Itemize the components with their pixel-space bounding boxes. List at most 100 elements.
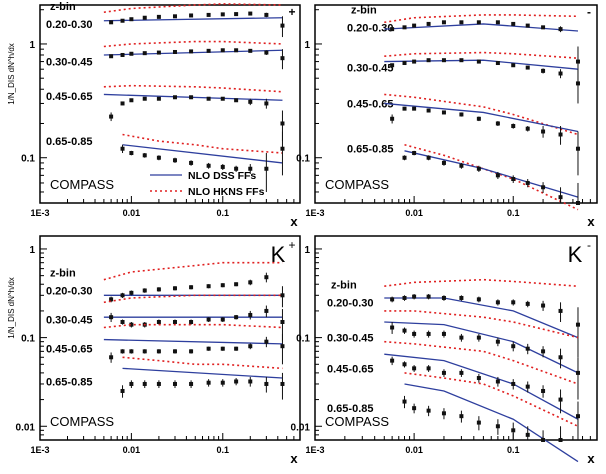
data-point <box>172 14 177 19</box>
data-point <box>189 13 194 18</box>
experiment-label: COMPASS <box>50 414 114 429</box>
panel-K+: 1E-3 0.01 0.1 1 0.1 0.01 x 1/N_DIS dN^h/dx K + z-b… <box>7 235 301 466</box>
dss-curve <box>384 59 579 70</box>
data-point <box>129 381 134 386</box>
data-point <box>156 14 161 19</box>
panel-charge-label: - <box>587 5 591 19</box>
data-point <box>172 286 177 291</box>
dss-curve <box>384 23 579 32</box>
y-tick-label: 0.1 <box>21 154 35 165</box>
x-axis-label: x <box>587 214 595 229</box>
x-tick-label: 0.01 <box>123 208 141 218</box>
data-point <box>575 370 580 375</box>
zbin-label: 0.30-0.45 <box>46 57 92 69</box>
y-tick-label: 1 <box>304 245 310 256</box>
data-point <box>541 388 546 393</box>
zbin-label: 0.20-0.30 <box>347 22 393 34</box>
data-point <box>511 428 516 433</box>
data-point <box>206 284 211 289</box>
hkns-curve <box>103 84 283 93</box>
data-point <box>441 110 446 115</box>
zbin-label: 0.20-0.30 <box>46 19 92 31</box>
legend-hkns-label: NLO HKNS FFs <box>188 186 265 198</box>
data-point <box>525 65 530 70</box>
data-point <box>525 432 530 437</box>
data-point <box>525 301 530 306</box>
data-point <box>156 381 161 386</box>
data-point <box>156 349 161 354</box>
panel-charge-label: + <box>288 5 295 19</box>
data-point <box>264 381 269 386</box>
zbin-label: 0.65-0.85 <box>46 376 92 388</box>
zbin-2: 0.45-0.65 <box>46 84 285 142</box>
data-point <box>575 201 580 205</box>
data-point <box>402 362 407 367</box>
data-point <box>459 414 464 419</box>
data-point <box>264 308 269 313</box>
data-point <box>495 61 500 66</box>
y-tick-label: 0.1 <box>296 334 310 345</box>
data-point <box>280 293 285 298</box>
data-point <box>142 153 147 158</box>
data-point <box>220 380 225 385</box>
panel-particle-charge: + <box>288 238 295 252</box>
data-point <box>172 349 177 354</box>
data-point <box>541 25 546 30</box>
data-point <box>441 20 446 25</box>
data-point <box>220 96 225 101</box>
data-point <box>511 63 516 68</box>
x-axis-label: x <box>290 214 298 229</box>
data-point <box>220 48 225 53</box>
dss-curve <box>384 297 579 339</box>
data-point <box>129 349 134 354</box>
data-point <box>558 355 563 360</box>
zbin-title: z-bin <box>351 4 377 16</box>
data-point <box>172 158 177 163</box>
zbin-1: 0.30-0.45 <box>347 51 580 104</box>
data-point <box>390 325 395 330</box>
data-point <box>426 408 431 413</box>
data-point <box>525 384 530 389</box>
zbin-label: 0.30-0.45 <box>347 63 393 75</box>
data-point <box>525 346 530 351</box>
zbin-2: 0.45-0.65 <box>46 323 285 365</box>
data-point <box>189 319 194 324</box>
data-point <box>220 164 225 169</box>
data-point <box>412 59 417 64</box>
data-point <box>129 17 134 22</box>
data-point <box>495 339 500 344</box>
dss-curve <box>384 321 579 374</box>
data-point <box>189 285 194 290</box>
data-point <box>264 101 269 106</box>
data-point <box>412 366 417 371</box>
data-point <box>156 319 161 324</box>
y-tick-label: 0.1 <box>21 334 35 345</box>
data-point <box>575 414 580 419</box>
data-point <box>280 146 285 151</box>
y-tick-label: 0.01 <box>291 422 311 433</box>
data-point <box>511 21 516 26</box>
data-point <box>575 146 580 151</box>
hkns-curve <box>384 278 579 288</box>
dss-curve <box>103 93 283 101</box>
data-point <box>412 23 417 28</box>
zbin-2: 0.45-0.65 <box>327 340 580 440</box>
data-point <box>390 297 395 302</box>
panel-h+: 1E-3 0.01 0.1 1 0.1 x 1/N_DIS dN^h/dx + z-bin 0.2… <box>7 1 301 229</box>
data-point <box>172 381 177 386</box>
data-point <box>511 300 516 305</box>
hkns-curve <box>384 310 579 339</box>
data-point <box>412 294 417 299</box>
data-point <box>575 81 580 86</box>
data-point <box>426 21 431 26</box>
data-point <box>495 424 500 429</box>
x-tick-label: 0.1 <box>507 445 520 455</box>
data-point <box>459 20 464 25</box>
dss-curve <box>103 17 283 22</box>
data-point <box>264 50 269 55</box>
data-point <box>156 50 161 55</box>
data-point <box>142 15 147 20</box>
data-point <box>558 397 563 402</box>
zbin-label: 0.45-0.65 <box>46 91 92 103</box>
data-point <box>511 177 516 182</box>
